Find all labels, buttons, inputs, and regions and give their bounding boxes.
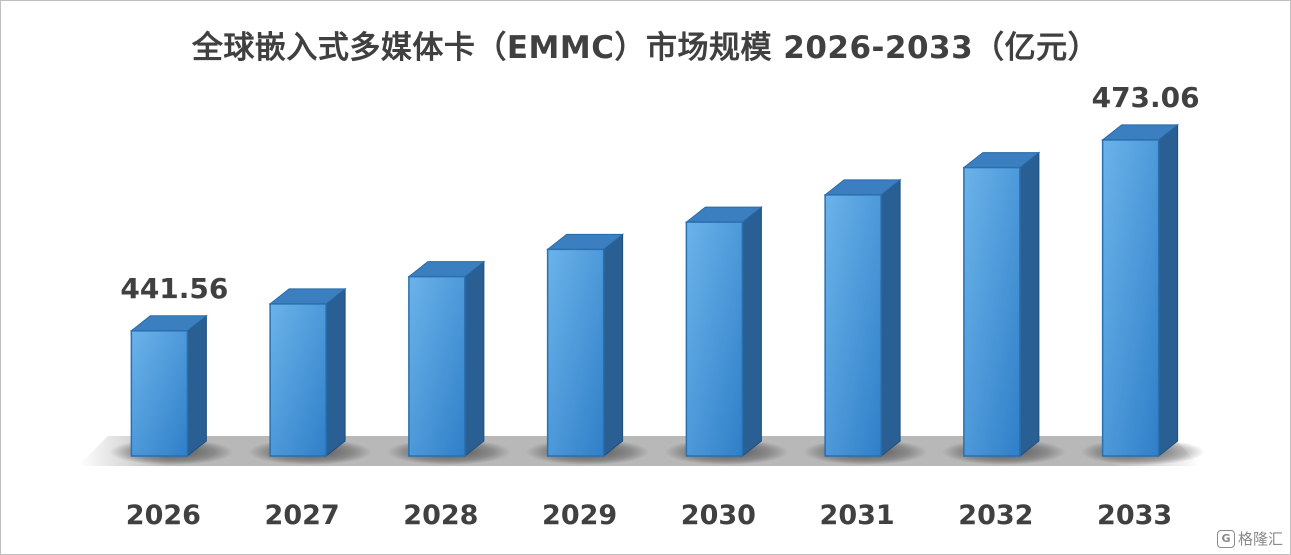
watermark-text: 格隆汇 [1237,530,1283,548]
bar-side-2029 [603,233,624,458]
data-label-2026: 441.56 [120,272,228,305]
watermark: G 格隆汇 [1216,528,1283,549]
bars-group [109,123,1205,465]
labels-group: 2026 441.56 2027 2028 2029 2030 2031 2032 2033 47… [120,81,1199,531]
bar-2028 [408,275,466,457]
bar-side-2028 [464,260,485,458]
bar-side-2033 [1158,123,1179,458]
bar-2031 [824,194,882,457]
x-tick-label-2033: 2033 [1097,500,1172,531]
bar-2027 [269,303,327,457]
x-tick-label-2031: 2031 [820,500,895,531]
chart-title: 全球嵌入式多媒体卡（EMMC）市场规模 2026-2033（亿元） [191,30,1100,66]
bar-2030 [685,221,744,457]
x-tick-label-2028: 2028 [403,500,478,531]
data-label-2033: 473.06 [1092,81,1200,114]
bar-side-2032 [1019,151,1040,458]
x-tick-label-2027: 2027 [265,500,340,531]
bar-2033 [1101,139,1160,457]
x-tick-label-2029: 2029 [542,500,617,531]
bar-side-2030 [741,206,762,458]
bar-2026 [130,330,189,457]
gelonghui-logo-icon: G [1216,529,1235,548]
bar-side-2031 [880,178,901,458]
bar-2029 [546,248,605,457]
bar-2032 [963,166,1021,457]
bar-side-2026 [186,314,207,458]
x-tick-label-2030: 2030 [681,500,756,531]
x-tick-label-2032: 2032 [958,500,1033,531]
x-tick-label-2026: 2026 [126,500,201,531]
bar-side-2027 [325,287,346,458]
